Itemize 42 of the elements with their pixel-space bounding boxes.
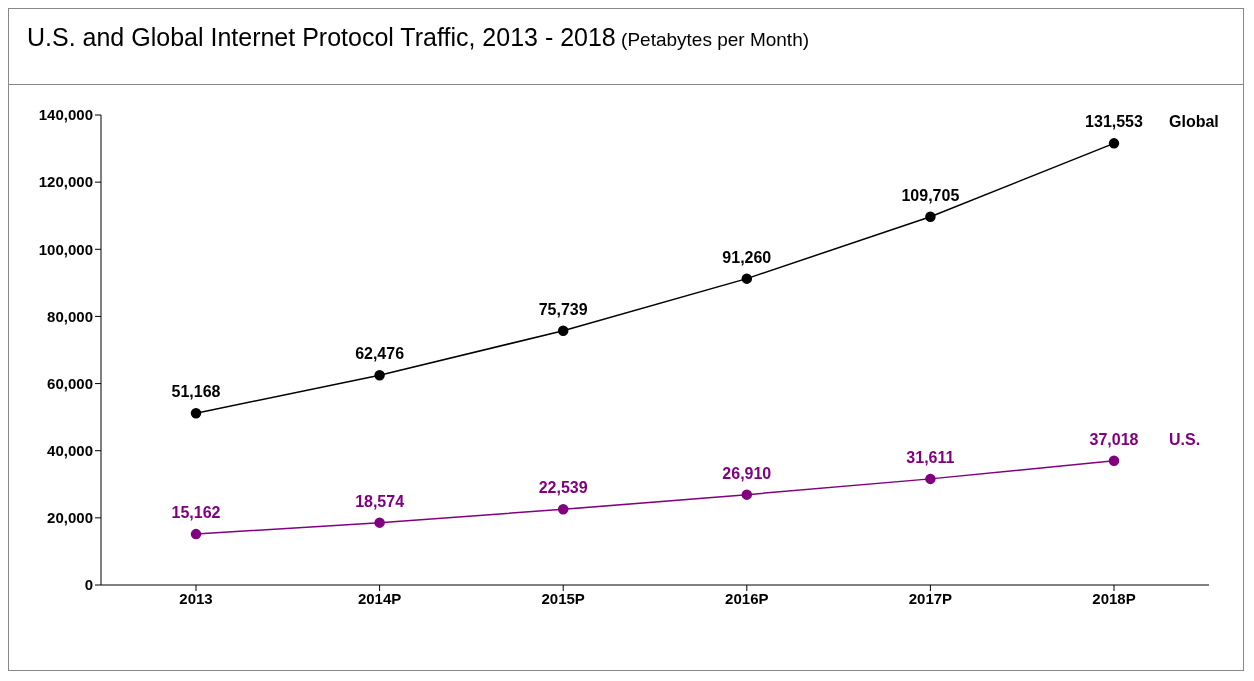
chart-subtitle: (Petabytes per Month): [620, 29, 810, 50]
x-tick-label: 2013: [179, 589, 213, 607]
y-tick-label: 20,000: [47, 509, 93, 527]
point: [557, 325, 569, 336]
data-label: 31,611: [906, 448, 955, 466]
point: [741, 273, 753, 284]
y-tick-label: 140,000: [38, 106, 93, 124]
data-label: 26,910: [722, 464, 772, 482]
point: [374, 517, 385, 528]
point: [1108, 455, 1120, 466]
x-tick-label: 2016P: [725, 589, 769, 607]
data-label: 91,260: [722, 248, 772, 266]
point: [374, 370, 385, 381]
x-tick-label: 2018P: [1092, 589, 1136, 607]
x-tick-label: 2015P: [541, 589, 585, 607]
data-label: 37,018: [1089, 430, 1139, 448]
point: [190, 528, 202, 540]
data-label: 131,553: [1085, 113, 1144, 131]
point: [557, 504, 569, 515]
data-label: 109,705: [901, 186, 960, 204]
data-label: 18,574: [355, 492, 405, 510]
y-tick-label: 40,000: [47, 442, 93, 460]
y-tick-label: 60,000: [47, 374, 93, 392]
data-label: 62,476: [355, 345, 405, 363]
point: [925, 473, 936, 485]
x-tick-label: 2017P: [908, 589, 953, 607]
point: [1108, 138, 1120, 149]
y-tick-label: 100,000: [38, 240, 93, 258]
y-tick-label: 80,000: [47, 307, 93, 325]
y-tick-label: 120,000: [38, 173, 93, 191]
text: U.S.: [1169, 430, 1201, 448]
data-label: 15,162: [171, 504, 221, 522]
data-label: 51,168: [171, 383, 221, 401]
y-tick-label: 0: [84, 576, 93, 594]
point: [925, 211, 936, 222]
chart-title: U.S. and Global Internet Protocol Traffic, 2013 - 2018: [27, 23, 616, 51]
point: [741, 489, 753, 500]
data-label: 22,539: [538, 479, 588, 497]
text: Global: [1169, 113, 1219, 131]
point: [190, 407, 202, 419]
data-label: 75,739: [538, 300, 588, 318]
x-tick-label: 2014P: [357, 589, 402, 607]
